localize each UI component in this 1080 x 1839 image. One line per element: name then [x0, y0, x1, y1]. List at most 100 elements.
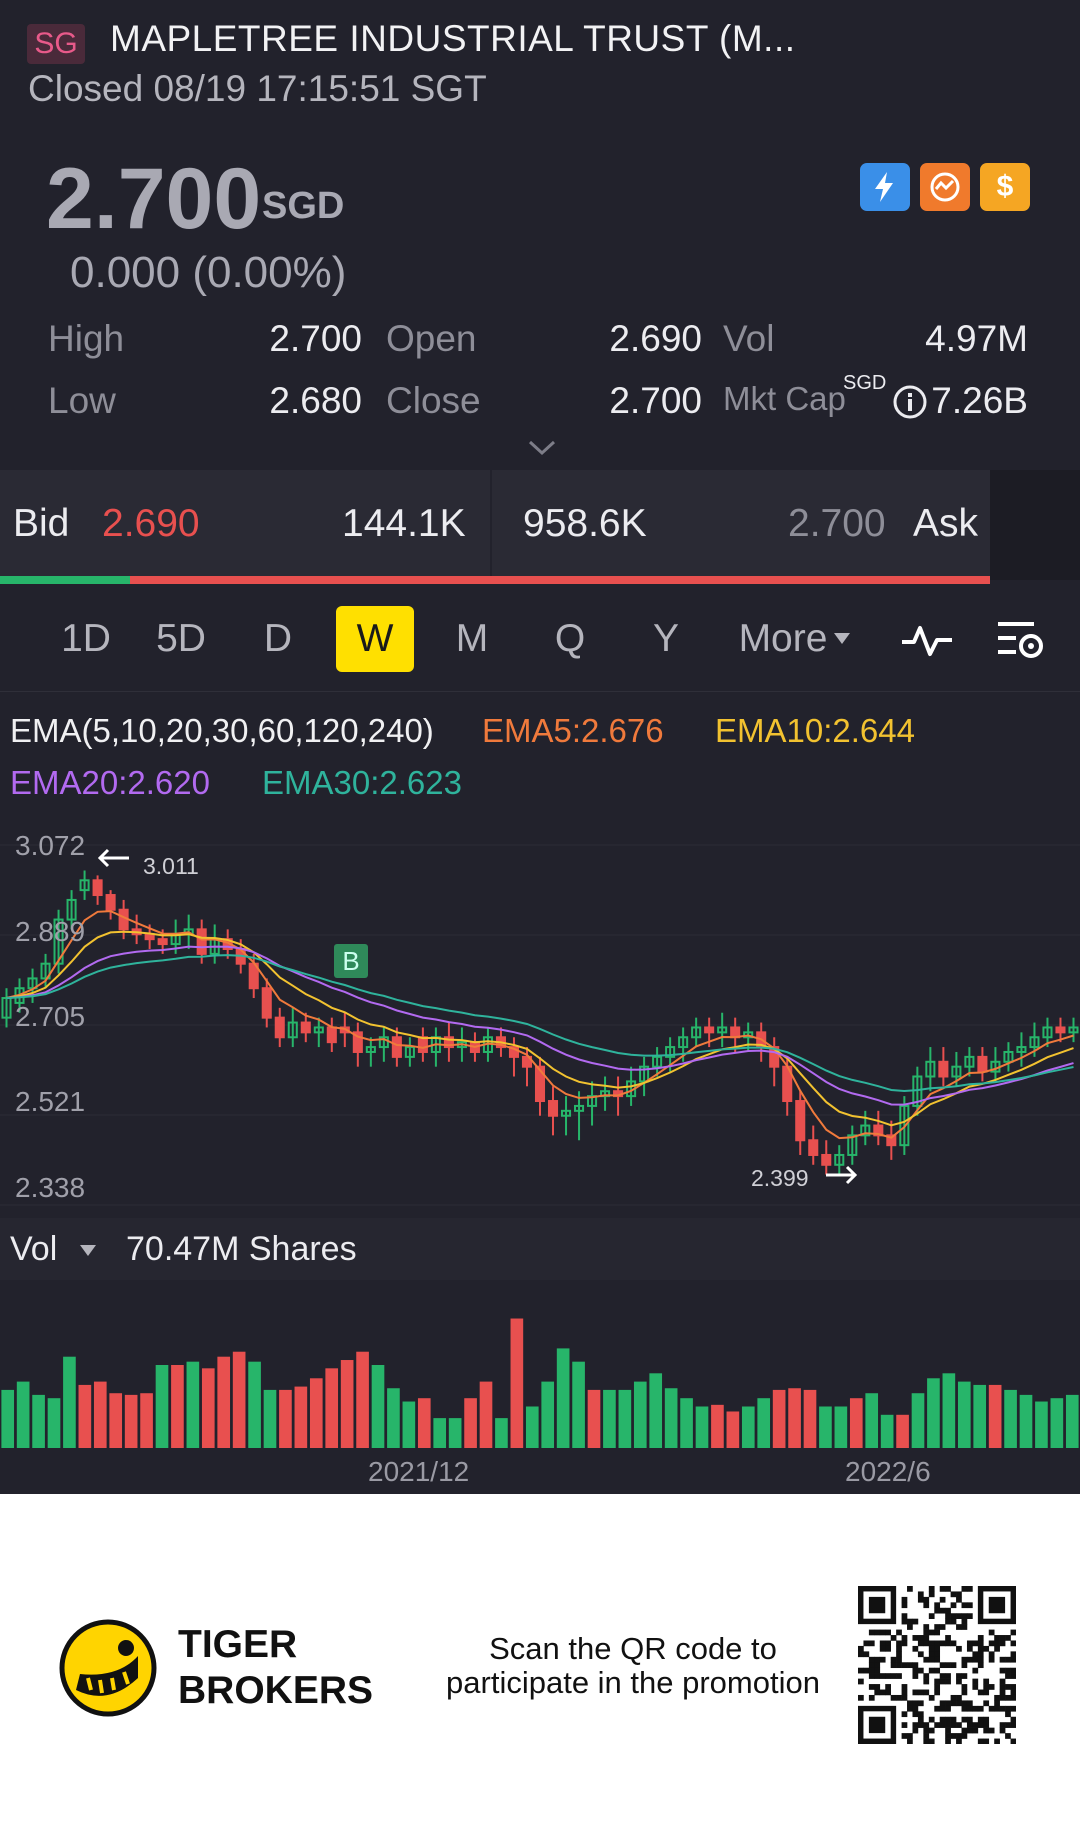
qr-finder: [868, 1716, 886, 1734]
qr-module: [934, 1689, 941, 1696]
qr-module: [1005, 1684, 1011, 1690]
qr-module: [874, 1629, 881, 1636]
qr-module: [961, 1586, 968, 1592]
qr-module: [994, 1738, 1000, 1744]
tab-more[interactable]: More: [738, 617, 828, 660]
volume-bar: [371, 1365, 385, 1448]
ema20-value: EMA20:2.620: [10, 764, 210, 801]
volume-bar: [340, 1360, 354, 1448]
volume-bar: [711, 1404, 724, 1448]
volume-bar: [988, 1384, 1002, 1448]
qr-module: [977, 1645, 984, 1652]
qr-module: [977, 1689, 984, 1696]
qr-module: [999, 1705, 1006, 1712]
market-status: Closed 08/19 17:15:51 SGT: [28, 68, 487, 109]
tab-q[interactable]: Q: [554, 617, 586, 660]
volume-bar: [63, 1356, 76, 1448]
qr-module: [912, 1673, 919, 1679]
ema-title[interactable]: EMA(5,10,20,30,60,120,240): [10, 712, 434, 749]
qr-module: [896, 1694, 902, 1701]
qr-module: [945, 1635, 951, 1641]
candle-body: [547, 1100, 559, 1117]
volume-bar: [803, 1389, 817, 1448]
volume-label[interactable]: Vol: [10, 1230, 58, 1268]
vol-label: Vol: [723, 318, 775, 359]
candle-body: [938, 1060, 949, 1078]
candle-body: [1055, 1026, 1066, 1034]
qr-module: [928, 1727, 935, 1734]
qr-module: [917, 1667, 924, 1674]
candle-body: [821, 1153, 832, 1166]
qr-module: [1010, 1640, 1016, 1647]
caret-down-icon[interactable]: [80, 1244, 96, 1262]
qr-module: [977, 1738, 984, 1744]
qr-module: [928, 1586, 935, 1592]
qr-module: [939, 1662, 946, 1669]
tab-5d[interactable]: 5D: [156, 617, 206, 660]
volume-bar: [664, 1388, 678, 1448]
x-tick-label: 2022/6: [845, 1456, 931, 1487]
qr-module: [966, 1602, 973, 1609]
qr-code[interactable]: [858, 1586, 1016, 1744]
candle-body: [860, 1124, 871, 1137]
qr-module: [896, 1673, 902, 1679]
qr-module: [972, 1640, 979, 1647]
volume-bar: [417, 1398, 431, 1448]
qr-module: [1010, 1694, 1016, 1701]
tab-m[interactable]: M: [455, 617, 489, 660]
tab-1d[interactable]: 1D: [61, 617, 111, 660]
promo-line: participate in the promotion: [446, 1665, 820, 1700]
volume-bar: [171, 1365, 184, 1448]
qr-module: [907, 1700, 913, 1707]
tab-w[interactable]: W: [336, 606, 414, 672]
qr-module: [956, 1700, 962, 1707]
qr-module: [901, 1689, 908, 1696]
caret-down-icon: [834, 632, 850, 650]
qr-module: [983, 1684, 990, 1690]
volume-bar: [556, 1348, 570, 1448]
ema10-value: EMA10:2.644: [715, 712, 915, 749]
last-price: 2.700: [46, 151, 262, 247]
swap-icon[interactable]: [920, 163, 970, 211]
qr-module: [972, 1727, 979, 1734]
ask-price[interactable]: 2.700: [788, 502, 886, 545]
candle-body: [925, 1060, 936, 1078]
qr-module: [912, 1689, 919, 1696]
qr-module: [966, 1645, 973, 1652]
candle-body: [665, 1046, 676, 1058]
qr-module: [928, 1629, 935, 1636]
qr-module: [1010, 1716, 1016, 1723]
candle-body: [560, 1109, 572, 1117]
qr-module: [868, 1656, 875, 1663]
qr-module: [961, 1684, 968, 1690]
chevron-down-icon[interactable]: [527, 438, 557, 463]
info-icon[interactable]: [892, 384, 928, 425]
chart-settings-icon[interactable]: [996, 616, 1046, 669]
candle-body: [873, 1124, 884, 1137]
qr-module: [934, 1640, 941, 1647]
qr-module: [1010, 1738, 1016, 1744]
qr-module: [890, 1694, 897, 1701]
qr-module: [983, 1738, 990, 1744]
qr-module: [907, 1586, 913, 1592]
lightning-icon[interactable]: [860, 163, 910, 211]
qr-module: [961, 1733, 968, 1739]
qr-module: [977, 1651, 984, 1658]
bid-price[interactable]: 2.690: [102, 502, 200, 545]
qr-module: [901, 1596, 908, 1603]
volume-bar: [541, 1381, 555, 1448]
qr-module: [879, 1645, 886, 1652]
candlestick-chart[interactable]: [0, 815, 1080, 1215]
indicator-icon[interactable]: [900, 620, 954, 665]
tab-y[interactable]: Y: [652, 617, 679, 660]
market-badge: SG: [27, 24, 85, 64]
volume-chart[interactable]: [0, 1282, 1080, 1448]
volume-bar: [849, 1398, 863, 1448]
tab-d[interactable]: D: [263, 617, 293, 660]
stock-title[interactable]: MAPLETREE INDUSTRIAL TRUST (M...: [110, 18, 796, 59]
dollar-icon[interactable]: $: [980, 163, 1030, 211]
qr-module: [956, 1613, 962, 1619]
qr-module: [928, 1645, 935, 1652]
candle-body: [40, 962, 51, 980]
buy-marker[interactable]: B: [334, 944, 368, 978]
